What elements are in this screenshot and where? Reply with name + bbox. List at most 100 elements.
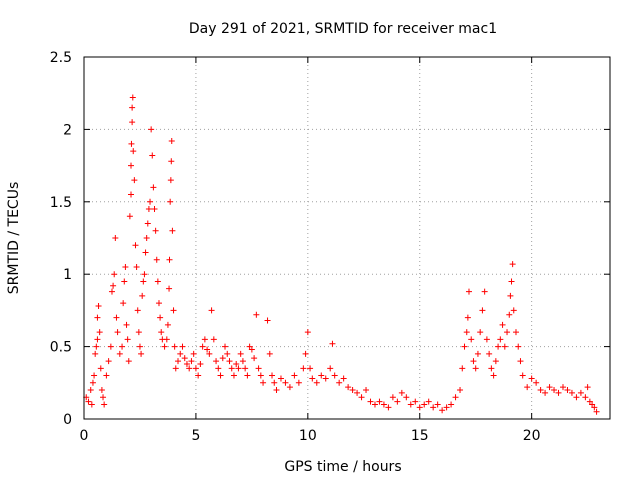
chart-title: Day 291 of 2021, SRMTID for receiver mac… [189, 21, 497, 37]
data-point [161, 343, 168, 350]
data-point [94, 336, 101, 343]
data-point [169, 227, 176, 234]
data-point [155, 300, 162, 307]
data-point [130, 148, 137, 155]
y-tick-label: 2.5 [50, 50, 72, 66]
data-point [434, 401, 441, 408]
data-point [501, 343, 508, 350]
data-point [430, 404, 437, 411]
x-axis-label: GPS time / hours [284, 459, 401, 475]
data-point [120, 300, 127, 307]
data-point [172, 365, 179, 372]
data-point [568, 389, 575, 396]
data-point [389, 394, 396, 401]
data-point [463, 329, 470, 336]
data-point [439, 407, 446, 414]
data-point [555, 389, 562, 396]
data-point [98, 387, 105, 394]
data-point [271, 379, 278, 386]
data-point [584, 384, 591, 391]
data-point [412, 398, 419, 405]
data-point [376, 398, 383, 405]
data-point [524, 384, 531, 391]
data-point [564, 387, 571, 394]
data-point [421, 401, 428, 408]
data-point [371, 401, 378, 408]
data-point [512, 329, 519, 336]
data-point [134, 307, 141, 314]
data-point [304, 329, 311, 336]
data-point [195, 372, 202, 379]
data-point [474, 350, 481, 357]
data-point [495, 343, 502, 350]
data-point [97, 365, 104, 372]
data-point [149, 152, 156, 159]
data-point [222, 343, 229, 350]
data-point [349, 387, 356, 394]
data-point [291, 372, 298, 379]
data-point [215, 365, 222, 372]
data-point [163, 336, 170, 343]
data-point [213, 358, 220, 365]
data-point [509, 261, 516, 268]
data-point [122, 263, 129, 270]
data-point [224, 350, 231, 357]
y-tick-label: 2 [63, 122, 72, 138]
data-point [141, 271, 148, 278]
data-point [129, 119, 136, 126]
data-point [179, 343, 186, 350]
data-point [577, 389, 584, 396]
data-point [551, 387, 558, 394]
data-point [483, 336, 490, 343]
data-point [168, 137, 175, 144]
data-point [121, 278, 128, 285]
data-point [197, 360, 204, 367]
x-tick-label: 15 [411, 428, 429, 444]
y-tick-label: 1 [63, 267, 72, 283]
data-point [199, 343, 206, 350]
data-point [92, 350, 99, 357]
plot-frame [83, 56, 611, 420]
x-axis-ticks: 0 5 10 15 20 [80, 57, 541, 444]
data-point [171, 343, 178, 350]
data-point [219, 355, 226, 362]
data-point [105, 358, 112, 365]
data-point [153, 256, 160, 263]
data-point [186, 365, 193, 372]
data-point [461, 343, 468, 350]
data-point [129, 104, 136, 111]
data-point [255, 365, 262, 372]
data-point [394, 398, 401, 405]
data-point [112, 235, 119, 241]
data-point [457, 387, 464, 394]
data-point [490, 372, 497, 379]
data-point [94, 314, 101, 321]
data-point [273, 387, 280, 394]
data-point [103, 372, 110, 379]
data-point [119, 343, 126, 350]
x-tick-label: 0 [80, 428, 89, 444]
data-point [110, 282, 117, 289]
data-point [403, 394, 410, 401]
data-point [486, 350, 493, 357]
data-point [533, 379, 540, 386]
data-point [233, 360, 240, 367]
data-point [468, 336, 475, 343]
data-point [168, 158, 175, 165]
data-point [295, 379, 302, 386]
data-point [87, 387, 94, 394]
data-point [448, 401, 455, 408]
data-point [166, 285, 173, 292]
data-point [244, 372, 251, 379]
data-point [300, 365, 307, 372]
data-point [167, 177, 174, 184]
grid-lines [84, 57, 610, 419]
data-point [327, 365, 334, 372]
data-point [345, 384, 352, 391]
data-point [131, 177, 138, 184]
data-point [210, 336, 217, 343]
data-point [318, 372, 325, 379]
data-point [123, 321, 130, 328]
data-point [89, 379, 96, 386]
